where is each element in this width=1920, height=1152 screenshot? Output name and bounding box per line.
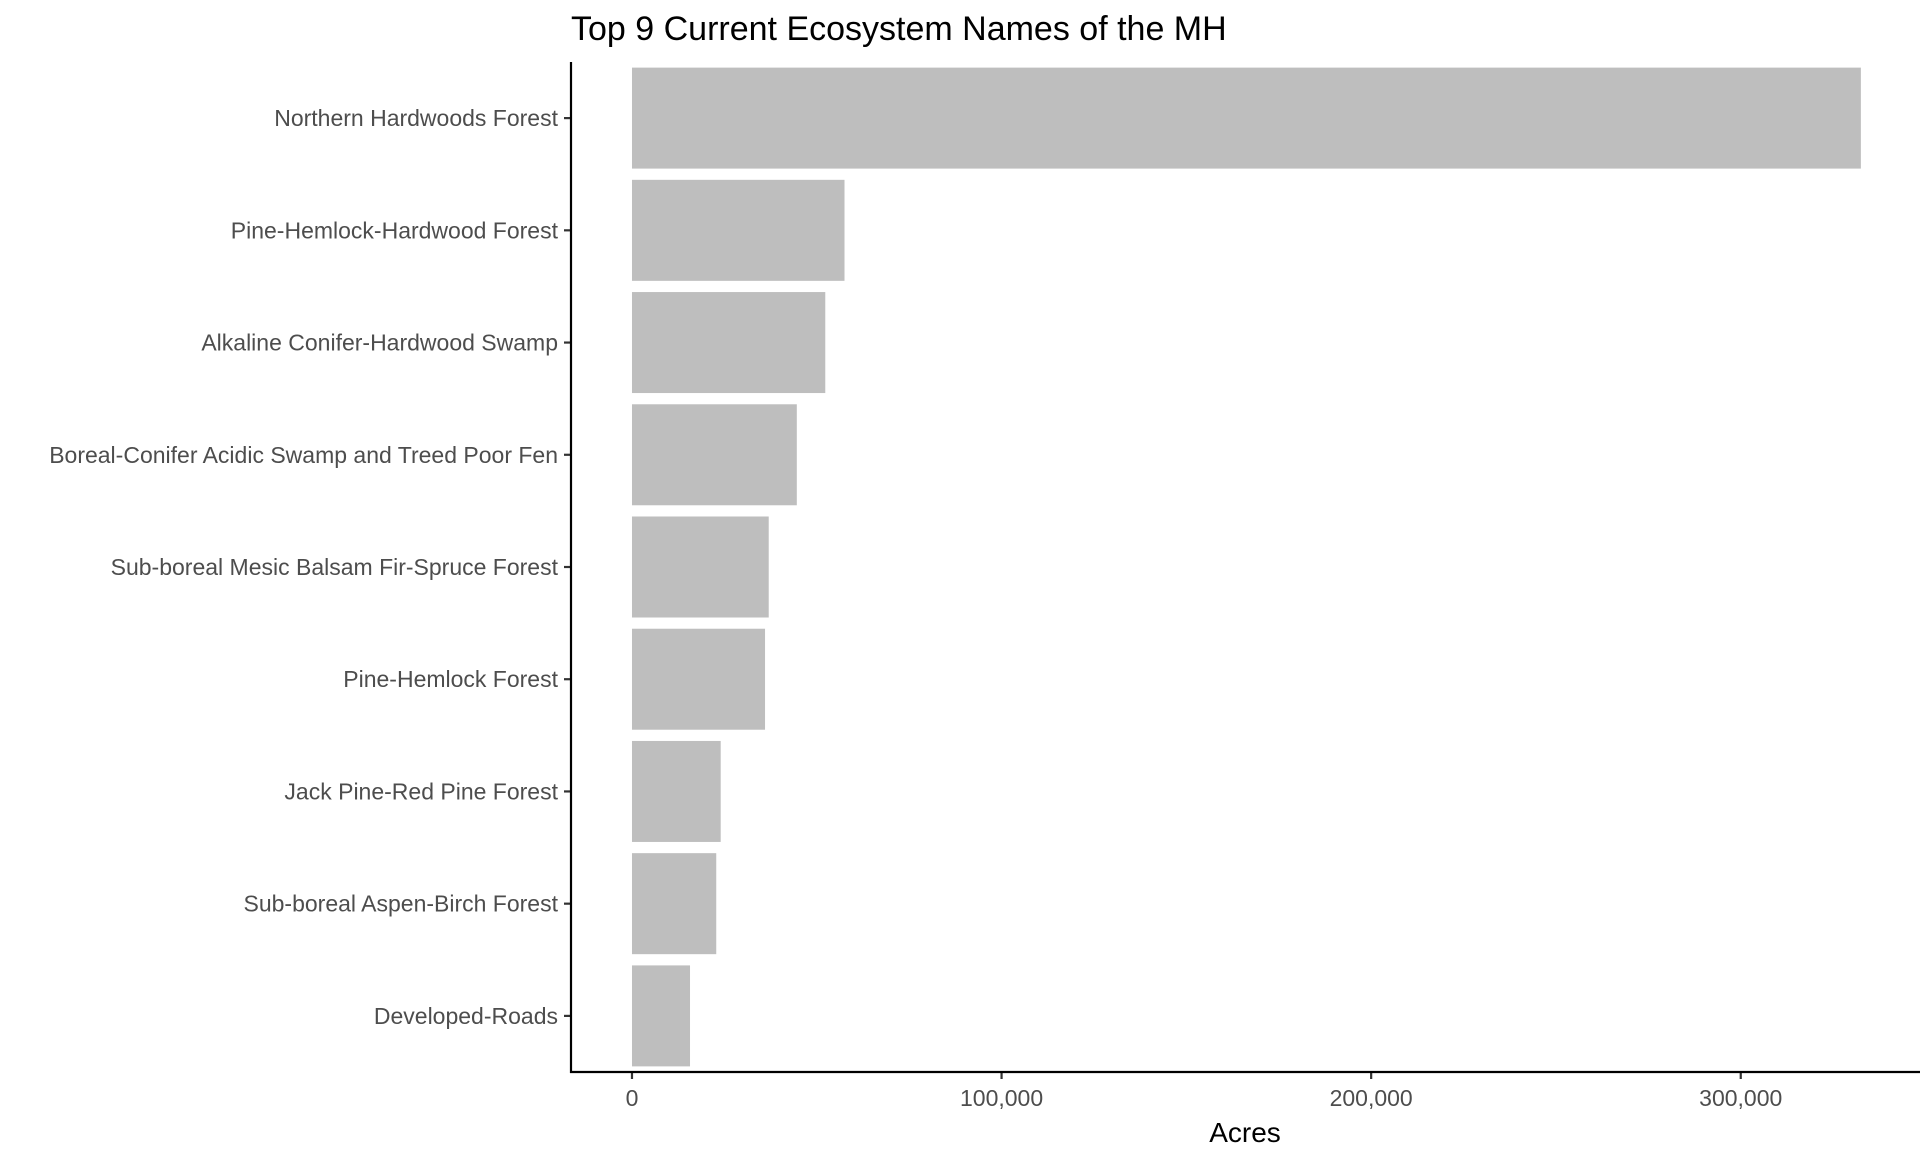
y-axis-ticks: Northern Hardwoods Forest Pine-Hemlock-Ha… [49,105,571,1029]
bar-alkaline-conifer-hardwood-swamp [631,292,826,394]
bar-boreal-conifer-acidic-swamp-and-treed-poor-fen [631,404,797,506]
x-tick-label: 300,000 [1699,1085,1782,1111]
bar-jack-pine-red-pine-forest [631,740,721,842]
bar-sub-boreal-aspen-birch-forest [631,853,717,955]
y-tick-label: Developed-Roads [374,1003,558,1029]
x-axis-ticks: 0 100,000 200,000 300,000 [626,1072,1782,1111]
bars [631,67,1861,1067]
x-tick-label: 200,000 [1330,1085,1413,1111]
bar-developed-roads [631,965,691,1067]
y-tick-label: Pine-Hemlock Forest [343,666,558,692]
y-tick-label: Alkaline Conifer-Hardwood Swamp [201,330,558,356]
y-tick-label: Sub-boreal Aspen-Birch Forest [244,891,559,917]
x-tick-label: 100,000 [960,1085,1043,1111]
y-tick-label: Boreal-Conifer Acidic Swamp and Treed Po… [49,442,558,468]
y-tick-label: Northern Hardwoods Forest [274,105,558,131]
x-tick-label: 0 [626,1085,639,1111]
chart-title: Top 9 Current Ecosystem Names of the MH [571,10,1227,48]
x-axis-title: Acres [1209,1117,1281,1148]
y-tick-label: Pine-Hemlock-Hardwood Forest [231,217,559,243]
bar-northern-hardwoods-forest [631,67,1861,169]
bar-pine-hemlock-forest [631,628,766,730]
y-tick-label: Sub-boreal Mesic Balsam Fir-Spruce Fores… [111,554,559,580]
bar-sub-boreal-mesic-balsam-fir-spruce-forest [631,516,769,618]
y-tick-label: Jack Pine-Red Pine Forest [284,778,558,804]
bar-pine-hemlock-hardwood-forest [631,179,845,281]
